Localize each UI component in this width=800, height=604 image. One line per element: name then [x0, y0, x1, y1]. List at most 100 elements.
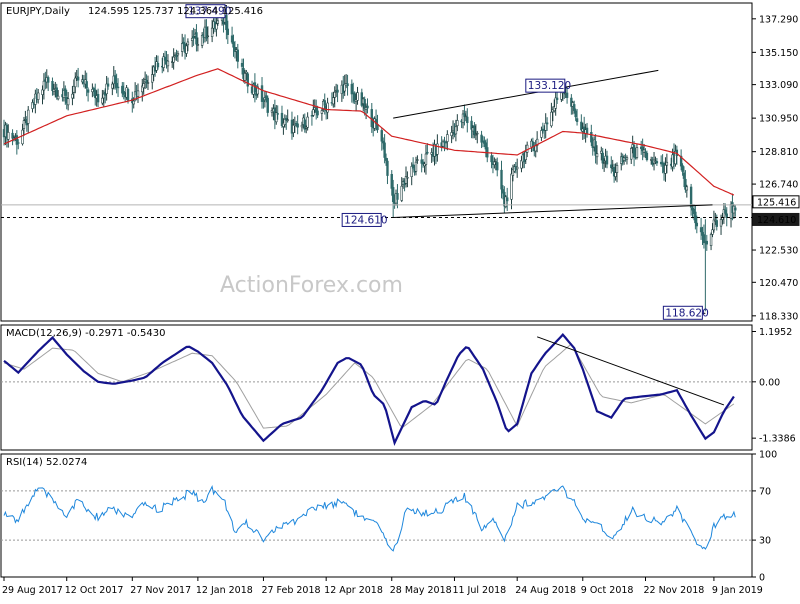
candle: [142, 77, 145, 95]
price-trendline: [393, 69, 659, 119]
macd-y-axis: 1.1952 0.00 -1.3386: [752, 327, 796, 445]
candle: [105, 76, 108, 101]
candle: [719, 214, 723, 235]
candle: [705, 234, 708, 251]
candle: [644, 148, 647, 159]
candle: [192, 27, 195, 46]
candle: [555, 91, 559, 104]
candle: [595, 145, 599, 165]
price-tick-label: 120.470: [759, 278, 798, 289]
candle: [151, 65, 154, 90]
candle: [106, 77, 110, 90]
candle: [66, 91, 70, 111]
candle: [166, 54, 170, 73]
candle: [320, 108, 324, 121]
macd-tick-label: 0.00: [759, 377, 780, 388]
candle: [545, 117, 549, 131]
candle: [504, 195, 507, 209]
candle: [689, 183, 693, 216]
annotation-box: [662, 305, 703, 320]
candle: [641, 138, 644, 161]
candle: [17, 139, 20, 150]
candle: [91, 83, 94, 98]
candle: [421, 159, 425, 168]
candle: [645, 150, 649, 162]
chart-symbol: EURJPY,Daily: [6, 6, 70, 17]
candle: [614, 163, 617, 181]
candle: [326, 97, 329, 120]
candle: [454, 119, 458, 142]
candle: [37, 89, 40, 104]
x-axis: 29 Aug 2017 12 Oct 2017 27 Nov 2017 12 Jan …: [2, 577, 763, 596]
macd-signal-line: [3, 343, 735, 429]
candle: [176, 50, 180, 62]
candle: [85, 72, 88, 97]
candle: [506, 187, 509, 211]
x-tick-label: 27 Feb 2018: [261, 585, 320, 596]
x-tick-label: 11 Jul 2018: [452, 585, 506, 596]
candle: [332, 91, 335, 108]
candle: [180, 33, 184, 57]
candle: [515, 158, 519, 178]
candle: [540, 126, 543, 141]
candle: [380, 127, 383, 151]
candle: [72, 79, 76, 99]
candle: [71, 85, 74, 106]
candle: [531, 137, 535, 152]
candle: [420, 153, 423, 173]
annotation-label: 137.490: [188, 6, 231, 18]
candle: [511, 164, 515, 182]
candle: [186, 38, 190, 52]
x-tick-label: 12 Oct 2017: [65, 585, 124, 596]
candle: [391, 179, 395, 218]
candle: [190, 30, 194, 48]
candle: [145, 74, 148, 89]
candle: [350, 79, 354, 103]
candle: [411, 157, 415, 171]
candle: [366, 98, 369, 114]
candle: [461, 110, 465, 129]
price-tick-label: 130.950: [759, 114, 798, 125]
candle: [42, 73, 46, 100]
candle: [333, 86, 336, 108]
candle: [426, 143, 429, 155]
candle: [712, 210, 716, 233]
candle: [501, 185, 505, 200]
candle: [115, 73, 118, 94]
price-tick-label: 133.090: [759, 80, 798, 91]
candle: [610, 156, 613, 174]
candle: [346, 74, 349, 96]
candle: [22, 116, 26, 136]
candle: [122, 82, 125, 100]
candle: [590, 124, 593, 147]
x-tick-label: 9 Oct 2018: [581, 585, 634, 596]
candle: [390, 170, 393, 196]
macd-trendline: [536, 336, 725, 406]
candle: [386, 158, 389, 185]
candle: [55, 83, 58, 100]
candle: [206, 26, 210, 45]
candle: [493, 157, 496, 169]
candle: [121, 82, 124, 98]
candle: [51, 77, 54, 96]
candle: [496, 157, 499, 177]
candle: [256, 83, 259, 98]
candle: [76, 67, 80, 88]
candle: [594, 134, 597, 164]
candle: [146, 75, 150, 91]
rsi-panel: 100 70 30 0 RSI(14) 52.0274: [0, 450, 777, 584]
candle: [11, 129, 14, 146]
candle: [494, 158, 498, 171]
x-tick-label: 28 May 2018: [390, 585, 452, 596]
candle: [699, 217, 703, 240]
candle: [182, 37, 185, 50]
annotation-label: 124.610: [344, 214, 387, 226]
candle: [681, 163, 684, 176]
rsi-title: RSI(14) 52.0274: [6, 457, 87, 468]
candle: [464, 110, 468, 122]
candle: [684, 170, 687, 193]
candle: [34, 89, 37, 114]
candle: [205, 19, 208, 42]
candle: [642, 143, 646, 158]
candle: [7, 124, 10, 148]
